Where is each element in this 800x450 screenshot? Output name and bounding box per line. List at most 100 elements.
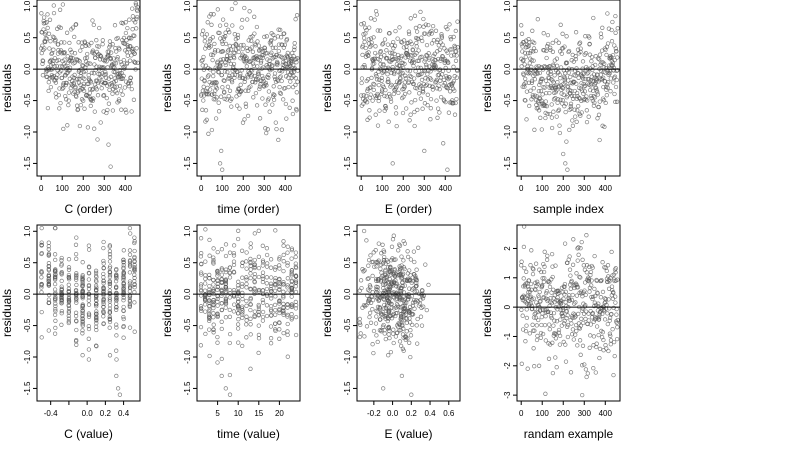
scatter-point xyxy=(210,57,215,63)
scatter-point xyxy=(132,267,137,273)
scatter-point xyxy=(426,22,431,28)
scatter-point xyxy=(591,334,597,339)
scatter-point xyxy=(244,55,249,60)
scatter-point xyxy=(453,28,458,34)
scatter-point xyxy=(570,292,575,298)
scatter-point xyxy=(273,228,278,233)
scatter-point xyxy=(235,326,241,331)
scatter-point xyxy=(532,127,537,132)
scatter-point xyxy=(72,34,77,40)
scatter-point xyxy=(387,91,392,97)
scatter-point xyxy=(64,30,70,35)
scatter-point xyxy=(285,276,290,281)
scatter-point xyxy=(134,26,139,31)
scatter-point xyxy=(199,308,204,314)
scatter-point xyxy=(366,276,371,281)
scatter-point xyxy=(75,76,80,81)
scatter-point xyxy=(211,300,216,305)
scatter-point xyxy=(398,288,403,294)
scatter-point xyxy=(109,81,114,86)
scatter-point xyxy=(268,265,274,270)
scatter-point xyxy=(235,69,240,75)
scatter-point xyxy=(227,43,232,49)
scatter-point xyxy=(399,40,405,45)
x-tick-label: 15 xyxy=(254,409,263,418)
scatter-point xyxy=(201,67,207,72)
scatter-point xyxy=(127,325,133,330)
scatter-point xyxy=(434,98,439,103)
scatter-point xyxy=(544,290,549,296)
scatter-point xyxy=(394,281,399,286)
x-tick-label: 0 xyxy=(39,184,44,193)
scatter-point xyxy=(122,66,127,71)
scatter-point xyxy=(360,43,366,48)
scatter-point xyxy=(606,80,611,85)
scatter-point xyxy=(66,274,72,280)
scatter-point xyxy=(575,108,580,113)
scatter-point xyxy=(603,70,608,75)
scatter-point xyxy=(608,333,613,338)
scatter-point xyxy=(94,285,99,290)
scatter-point xyxy=(386,265,391,270)
scatter-point xyxy=(211,260,216,265)
scatter-point xyxy=(392,43,398,48)
scatter-point xyxy=(591,94,596,99)
scatter-point xyxy=(367,314,372,320)
scatter-point xyxy=(124,38,129,43)
x-tick-label: 200 xyxy=(397,184,411,193)
scatter-point xyxy=(536,108,542,113)
scatter-point xyxy=(372,82,377,87)
scatter-point xyxy=(216,100,221,105)
scatter-point xyxy=(359,22,364,27)
scatter-point xyxy=(285,50,290,56)
scatter-point xyxy=(376,258,381,263)
scatter-point xyxy=(428,106,433,111)
scatter-point xyxy=(66,282,71,287)
scatter-point xyxy=(372,264,377,269)
scatter-point xyxy=(219,373,224,379)
scatter-point xyxy=(217,161,223,166)
scatter-point xyxy=(579,239,584,245)
scatter-point xyxy=(611,339,617,345)
scatter-point xyxy=(212,41,217,47)
scatter-point xyxy=(429,28,434,34)
scatter-point xyxy=(364,28,369,33)
scatter-point xyxy=(80,319,85,324)
scatter-point xyxy=(389,82,394,88)
y-tick-label: 1 xyxy=(503,275,512,280)
scatter-point xyxy=(388,265,393,270)
scatter-point xyxy=(547,284,553,290)
scatter-point xyxy=(67,68,72,73)
scatter-point xyxy=(51,3,56,8)
scatter-point xyxy=(562,80,568,85)
scatter-point xyxy=(588,322,593,327)
y-tick-label: -1.0 xyxy=(183,350,192,364)
scatter-point xyxy=(246,38,251,43)
scatter-point xyxy=(94,274,99,280)
scatter-point xyxy=(105,107,110,113)
scatter-point xyxy=(455,19,460,24)
scatter-point xyxy=(211,282,216,287)
scatter-point xyxy=(405,254,411,260)
scatter-point xyxy=(94,288,99,293)
scatter-point xyxy=(256,228,261,233)
scatter-point xyxy=(225,84,231,89)
scatter-point xyxy=(223,315,229,320)
scatter-point xyxy=(556,291,561,296)
scatter-point xyxy=(231,61,237,67)
scatter-point xyxy=(391,233,396,238)
scatter-point xyxy=(408,112,413,117)
plot-frame xyxy=(356,224,461,402)
scatter-point xyxy=(374,95,379,101)
scatter-point xyxy=(94,38,99,43)
scatter-point xyxy=(584,119,590,125)
scatter-point xyxy=(127,302,133,307)
scatter-point xyxy=(235,283,241,288)
scatter-point xyxy=(423,83,428,89)
scatter-point xyxy=(609,311,614,317)
scatter-point xyxy=(365,287,371,292)
scatter-point xyxy=(75,107,81,112)
scatter-point xyxy=(80,283,85,289)
scatter-point xyxy=(208,52,214,57)
scatter-point xyxy=(128,75,133,81)
